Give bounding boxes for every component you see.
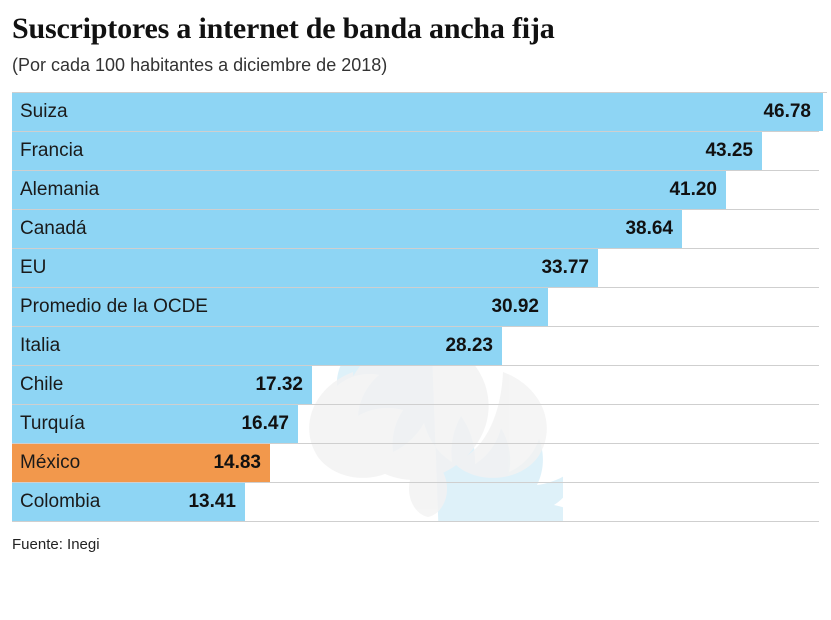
table-row: Francia 43.25 xyxy=(12,132,819,171)
bar-value: 30.92 xyxy=(491,296,539,317)
table-row: Alemania 41.20 xyxy=(12,171,819,210)
page-title: Suscriptores a internet de banda ancha f… xyxy=(12,12,555,45)
table-row: México 14.83 xyxy=(12,444,819,483)
bar-label: Canadá xyxy=(20,218,87,239)
bar-value: 28.23 xyxy=(445,335,493,356)
bar xyxy=(12,405,298,443)
bar-value: 41.20 xyxy=(669,179,717,200)
bar xyxy=(12,171,726,209)
table-row: Italia 28.23 xyxy=(12,327,819,366)
table-row: Suiza 46.78 xyxy=(12,93,823,132)
bar-value: 38.64 xyxy=(625,218,673,239)
bar-label: Italia xyxy=(20,335,61,356)
source-note: Fuente: Inegi xyxy=(12,536,100,553)
bar-value: 17.32 xyxy=(255,374,303,395)
table-row: EU 33.77 xyxy=(12,249,819,288)
chart-top-divider xyxy=(12,92,827,93)
bar xyxy=(12,93,823,131)
bar-value: 16.47 xyxy=(241,413,289,434)
bar-label: EU xyxy=(20,257,47,278)
table-row: Canadá 38.64 xyxy=(12,210,819,249)
bar-value: 14.83 xyxy=(213,452,261,473)
page-subtitle: (Por cada 100 habitantes a diciembre de … xyxy=(12,55,388,75)
bar-value: 13.41 xyxy=(188,491,236,512)
bar xyxy=(12,366,312,404)
table-row: Chile 17.32 xyxy=(12,366,819,405)
chart-area: Suiza 46.78 Francia 43.25 Alemania 41.20… xyxy=(8,92,827,522)
bar-label: Francia xyxy=(20,140,84,161)
bar-value: 43.25 xyxy=(705,140,753,161)
bar-label: Chile xyxy=(20,374,64,395)
bar-label: México xyxy=(20,452,81,473)
bar-label: Turquía xyxy=(20,413,85,434)
bar-label: Suiza xyxy=(20,101,68,122)
table-row: Turquía 16.47 xyxy=(12,405,819,444)
table-row: Promedio de la OCDE 30.92 xyxy=(12,288,819,327)
bar-label: Alemania xyxy=(20,179,100,200)
bar-rows: Suiza 46.78 Francia 43.25 Alemania 41.20… xyxy=(12,93,823,522)
bar xyxy=(12,210,682,248)
table-row: Colombia 13.41 xyxy=(12,483,819,522)
bar-highlight xyxy=(12,444,270,482)
bar xyxy=(12,132,762,170)
bar-value: 46.78 xyxy=(763,101,811,122)
bar-label: Colombia xyxy=(20,491,101,512)
bar-value: 33.77 xyxy=(541,257,589,278)
bar-label: Promedio de la OCDE xyxy=(20,296,208,317)
bar xyxy=(12,483,245,521)
